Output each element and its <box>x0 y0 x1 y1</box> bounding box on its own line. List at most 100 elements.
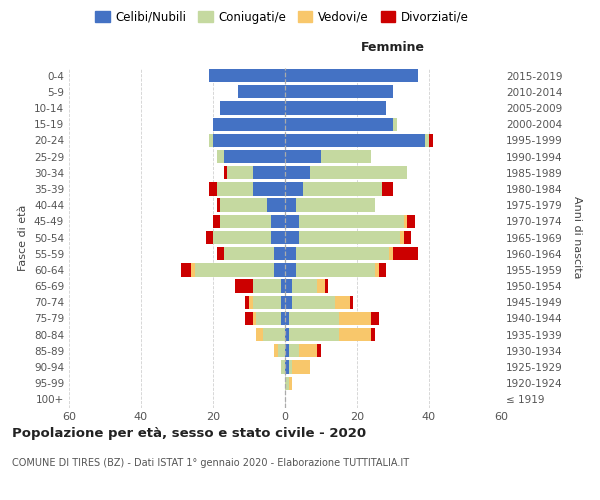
Bar <box>371 328 375 342</box>
Bar <box>224 150 285 163</box>
Bar <box>296 198 375 212</box>
Bar <box>425 134 429 147</box>
Bar <box>285 182 303 196</box>
Bar <box>274 247 285 260</box>
Bar <box>289 328 339 342</box>
Bar <box>299 344 317 358</box>
Bar <box>371 312 379 325</box>
Bar <box>299 231 400 244</box>
Bar <box>285 69 418 82</box>
Bar <box>325 280 328 292</box>
Bar <box>213 118 285 131</box>
Bar <box>407 214 415 228</box>
Bar <box>375 263 379 276</box>
Bar <box>285 118 393 131</box>
Bar <box>206 231 213 244</box>
Bar <box>389 247 393 260</box>
Bar <box>195 263 274 276</box>
Bar <box>213 134 285 147</box>
Bar <box>253 182 285 196</box>
Bar <box>339 312 371 325</box>
Text: Popolazione per età, sesso e stato civile - 2020: Popolazione per età, sesso e stato civil… <box>12 428 366 440</box>
Bar <box>217 198 220 212</box>
Bar <box>271 231 285 244</box>
Bar <box>217 150 224 163</box>
Bar <box>245 312 253 325</box>
Bar <box>285 263 296 276</box>
Bar <box>339 328 371 342</box>
Bar <box>220 198 267 212</box>
Bar <box>220 102 285 114</box>
Bar <box>317 344 321 358</box>
Bar <box>271 214 285 228</box>
Bar <box>253 166 285 179</box>
Bar <box>285 134 425 147</box>
Bar <box>285 231 299 244</box>
Bar <box>285 296 292 309</box>
Bar <box>285 328 289 342</box>
Bar <box>379 263 386 276</box>
Y-axis label: Fasce di età: Fasce di età <box>19 204 28 270</box>
Bar <box>285 198 296 212</box>
Bar <box>235 280 253 292</box>
Bar <box>400 231 404 244</box>
Bar <box>181 263 191 276</box>
Bar <box>404 214 407 228</box>
Bar <box>289 360 292 374</box>
Bar <box>429 134 433 147</box>
Bar <box>281 280 285 292</box>
Bar <box>281 360 285 374</box>
Bar <box>278 344 285 358</box>
Bar <box>350 296 353 309</box>
Bar <box>289 344 299 358</box>
Bar <box>217 182 253 196</box>
Bar <box>256 328 263 342</box>
Bar <box>245 296 249 309</box>
Bar <box>253 312 256 325</box>
Bar <box>310 166 407 179</box>
Bar <box>285 360 289 374</box>
Bar <box>404 231 411 244</box>
Bar <box>249 296 253 309</box>
Text: Femmine: Femmine <box>361 41 425 54</box>
Bar <box>382 182 393 196</box>
Bar <box>224 247 274 260</box>
Bar <box>238 85 285 98</box>
Text: COMUNE DI TIRES (BZ) - Dati ISTAT 1° gennaio 2020 - Elaborazione TUTTITALIA.IT: COMUNE DI TIRES (BZ) - Dati ISTAT 1° gen… <box>12 458 409 468</box>
Bar <box>285 102 386 114</box>
Bar <box>285 166 310 179</box>
Bar <box>274 263 285 276</box>
Bar <box>317 280 325 292</box>
Bar <box>209 69 285 82</box>
Bar <box>285 214 299 228</box>
Bar <box>321 150 371 163</box>
Bar <box>285 344 289 358</box>
Bar <box>285 312 289 325</box>
Bar <box>393 118 397 131</box>
Bar <box>224 166 227 179</box>
Bar <box>213 214 220 228</box>
Bar <box>253 296 281 309</box>
Bar <box>281 312 285 325</box>
Bar <box>292 280 317 292</box>
Bar <box>209 134 213 147</box>
Bar <box>296 247 389 260</box>
Bar <box>253 280 281 292</box>
Y-axis label: Anni di nascita: Anni di nascita <box>572 196 582 279</box>
Bar <box>263 328 285 342</box>
Bar <box>289 376 292 390</box>
Bar <box>274 344 278 358</box>
Bar <box>292 296 335 309</box>
Bar <box>335 296 350 309</box>
Bar <box>285 85 393 98</box>
Bar <box>220 214 271 228</box>
Bar <box>292 360 310 374</box>
Bar <box>285 247 296 260</box>
Bar <box>217 247 224 260</box>
Bar <box>285 280 292 292</box>
Bar <box>227 166 253 179</box>
Bar <box>289 312 339 325</box>
Bar <box>393 247 418 260</box>
Bar <box>285 150 321 163</box>
Bar <box>285 376 289 390</box>
